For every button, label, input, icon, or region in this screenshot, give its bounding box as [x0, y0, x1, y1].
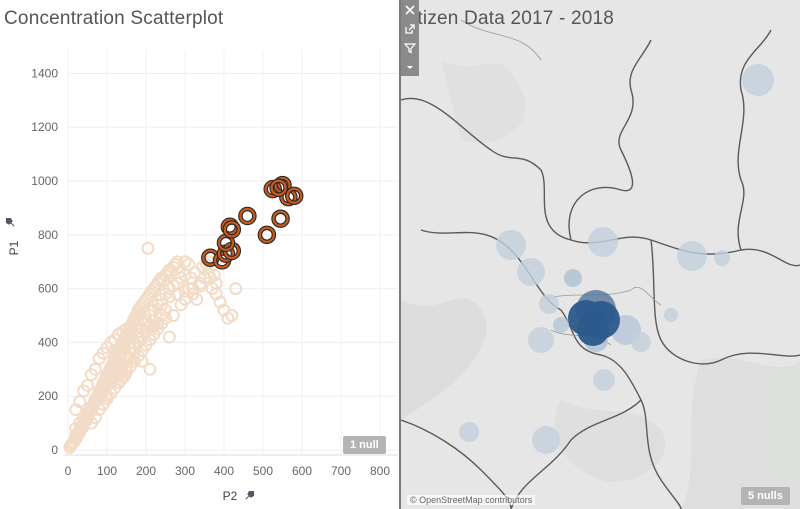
- scatter-point[interactable]: [229, 282, 243, 296]
- scatter-point[interactable]: [174, 298, 188, 312]
- highlighted-point[interactable]: [286, 187, 303, 204]
- scatter-point[interactable]: [143, 303, 157, 317]
- x-axis-label: P2: [223, 489, 238, 503]
- map-title: itizen Data 2017 - 2018: [413, 8, 615, 29]
- scatter-point[interactable]: [69, 421, 83, 435]
- x-tick-label: 600: [292, 464, 312, 478]
- x-tick-label: 500: [253, 464, 273, 478]
- scatter-point[interactable]: [143, 362, 157, 376]
- scatter-point[interactable]: [225, 309, 239, 323]
- filter-icon[interactable]: [401, 38, 419, 57]
- x-tick-label: 200: [136, 464, 156, 478]
- highlighted-point[interactable]: [272, 210, 289, 227]
- map-attribution[interactable]: © OpenStreetMap contributors: [407, 495, 536, 505]
- y-tick-label: 1400: [31, 66, 58, 80]
- data-bubbles: [459, 64, 774, 454]
- scatter-point[interactable]: [84, 368, 98, 382]
- y-axis-label: P1: [7, 240, 21, 255]
- scatter-point[interactable]: [131, 317, 145, 331]
- grid-lines: [67, 50, 398, 455]
- y-tick-label: 0: [51, 443, 58, 457]
- highlighted-point[interactable]: [223, 221, 240, 238]
- x-tick-label: 0: [65, 464, 72, 478]
- map-panel[interactable]: itizen Data 2017 - 2018 © OpenStreetMap …: [401, 0, 800, 509]
- dropdown-icon[interactable]: [401, 57, 419, 76]
- null-indicator-map[interactable]: 5 nulls: [741, 487, 790, 505]
- x-tick-label: 800: [370, 464, 390, 478]
- x-tick-label: 100: [97, 464, 117, 478]
- view-toolbar: [401, 0, 419, 76]
- scatter-point[interactable]: [162, 290, 176, 304]
- highlighted-point[interactable]: [258, 226, 275, 243]
- scatterplot-title: Concentration Scatterplot: [4, 8, 224, 29]
- scatterplot-panel[interactable]: Concentration Scatterplot 0 200 400 600 800 1…: [0, 0, 400, 509]
- scatterplot-chart[interactable]: 0 200 400 600 800 1000 1200 1400 0 100 200 300 400 50…: [0, 0, 400, 509]
- highlighted-points: [201, 175, 304, 270]
- axes: 0 200 400 600 800 1000 1200 1400 0 100 200 300 400 50…: [31, 66, 398, 478]
- y-tick-label: 600: [38, 282, 58, 296]
- scatter-point[interactable]: [69, 403, 83, 417]
- scatter-point[interactable]: [207, 268, 221, 282]
- scatter-point[interactable]: [172, 265, 186, 279]
- x-tick-label: 400: [214, 464, 234, 478]
- map-terrain: [401, 60, 800, 509]
- map-canvas[interactable]: [401, 0, 800, 509]
- scatter-point[interactable]: [77, 384, 91, 398]
- close-icon[interactable]: [401, 0, 419, 19]
- null-indicator[interactable]: 1 null: [343, 436, 386, 454]
- scatter-point[interactable]: [141, 241, 155, 255]
- popout-icon[interactable]: [401, 19, 419, 38]
- highlighted-point[interactable]: [270, 179, 287, 196]
- scatter-point[interactable]: [108, 333, 122, 347]
- x-pin-icon[interactable]: [244, 489, 256, 501]
- x-tick-label: 300: [175, 464, 195, 478]
- x-tick-label: 700: [331, 464, 351, 478]
- panel-divider: [399, 0, 401, 509]
- scatter-point[interactable]: [92, 352, 106, 366]
- normal-points: [63, 241, 243, 454]
- y-tick-label: 1200: [31, 120, 58, 134]
- scatter-point[interactable]: [209, 276, 223, 290]
- y-tick-label: 800: [38, 228, 58, 242]
- scatter-point[interactable]: [162, 330, 176, 344]
- map-borders: [401, 29, 800, 509]
- y-pin-icon[interactable]: [4, 216, 16, 228]
- highlighted-point[interactable]: [239, 207, 256, 225]
- y-tick-label: 1000: [31, 174, 58, 188]
- y-tick-label: 200: [38, 389, 58, 403]
- y-tick-label: 400: [38, 335, 58, 349]
- scatter-point[interactable]: [135, 354, 149, 368]
